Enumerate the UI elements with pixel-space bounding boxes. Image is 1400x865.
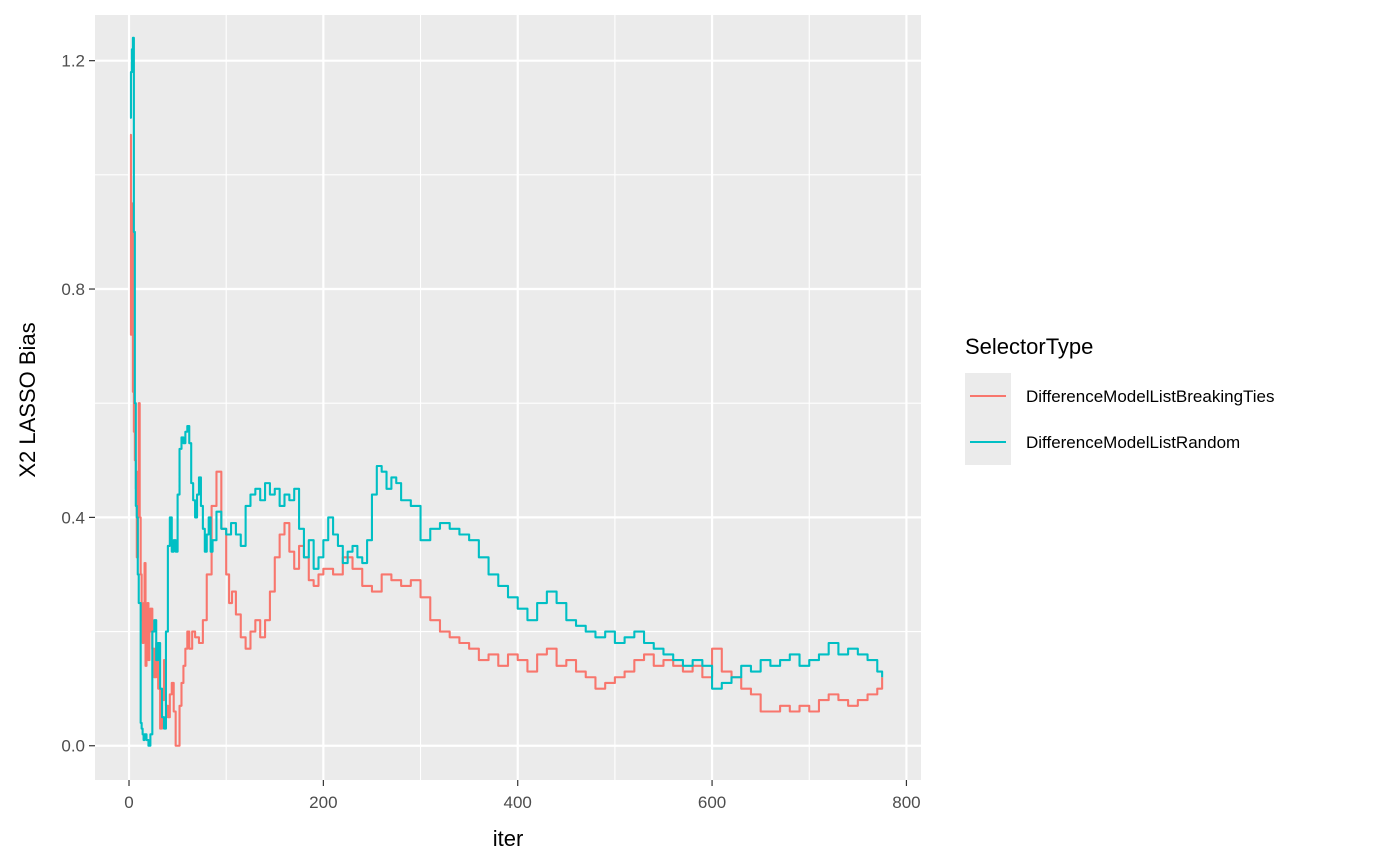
- legend-items: DifferenceModelListBreakingTies Differenc…: [965, 373, 1275, 465]
- legend-title: SelectorType: [965, 334, 1093, 359]
- y-axis-title: X2 LASSO Bias: [15, 322, 40, 477]
- x-axis-title: iter: [493, 826, 524, 851]
- legend-label: DifferenceModelListRandom: [1026, 433, 1240, 452]
- x-axis: 0 200 400 600 800: [124, 780, 921, 812]
- plot-panel: [95, 15, 921, 780]
- legend-label: DifferenceModelListBreakingTies: [1026, 387, 1275, 406]
- y-tick-label: 0.0: [61, 737, 85, 756]
- x-tick-label: 800: [892, 793, 920, 812]
- grid-minor: [95, 15, 921, 780]
- y-tick-label: 0.4: [61, 508, 85, 527]
- series-line-DifferenceModelListBreakingTies: [129, 133, 884, 747]
- series-line-DifferenceModelListRandom: [129, 36, 884, 747]
- x-tick-label: 200: [309, 793, 337, 812]
- legend: SelectorType DifferenceModelListBreaking…: [965, 334, 1275, 465]
- x-tick-label: 400: [504, 793, 532, 812]
- x-tick-label: 600: [698, 793, 726, 812]
- x-tick-label: 0: [124, 793, 133, 812]
- series-layer: [129, 36, 884, 747]
- y-tick-label: 0.8: [61, 280, 85, 299]
- y-axis: 0.0 0.4 0.8 1.2: [61, 52, 95, 756]
- y-tick-label: 1.2: [61, 52, 85, 71]
